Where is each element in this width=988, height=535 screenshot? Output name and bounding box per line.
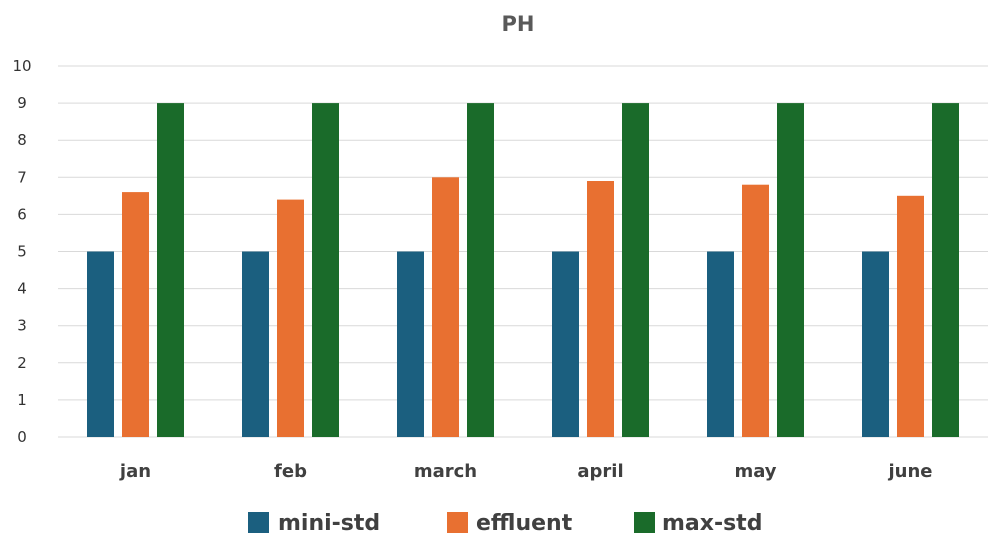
y-tick-label: 5 <box>17 243 27 261</box>
y-axis-ticks: 0 1 2 3 4 5 6 7 8 9 10 <box>12 57 31 446</box>
bar-max-std-march <box>467 103 494 437</box>
x-category-label: jan <box>119 461 151 482</box>
y-tick-label: 4 <box>17 280 27 298</box>
y-tick-label: 0 <box>17 428 27 446</box>
legend-label-effluent: effluent <box>476 511 573 535</box>
chart-title: PH <box>502 12 535 36</box>
legend-swatch-mini-std <box>248 512 269 533</box>
bar-effluent-may <box>742 184 769 437</box>
bar-mini-std-may <box>707 251 734 437</box>
bar-max-std-jan <box>157 103 184 437</box>
bar-effluent-april <box>587 181 614 437</box>
bar-max-std-april <box>622 103 649 437</box>
x-axis-categories: jan feb march april may june <box>119 461 933 482</box>
bar-effluent-jan <box>122 192 149 437</box>
gridlines <box>58 65 988 438</box>
x-category-label: april <box>577 461 623 482</box>
legend-label-mini-std: mini-std <box>278 511 380 535</box>
legend-label-max-std: max-std <box>662 511 762 535</box>
y-tick-label: 6 <box>17 205 27 223</box>
bar-mini-std-feb <box>242 251 269 437</box>
y-tick-label: 1 <box>17 391 27 409</box>
y-tick-label: 7 <box>17 168 27 186</box>
bar-effluent-march <box>432 177 459 438</box>
bars <box>87 103 959 438</box>
bar-mini-std-jan <box>87 251 114 437</box>
legend-swatch-max-std <box>634 512 655 533</box>
y-tick-label: 10 <box>12 57 31 75</box>
x-category-label: june <box>887 461 932 482</box>
bar-effluent-june <box>897 195 924 437</box>
y-tick-label: 3 <box>17 317 27 335</box>
x-category-label: feb <box>274 461 307 482</box>
legend: mini-std effluent max-std <box>248 511 762 535</box>
x-category-label: may <box>734 461 776 482</box>
y-tick-label: 2 <box>17 354 27 372</box>
y-tick-label: 9 <box>17 94 27 112</box>
bar-mini-std-april <box>552 251 579 437</box>
bar-max-std-feb <box>312 103 339 437</box>
bar-effluent-feb <box>277 199 304 437</box>
y-tick-label: 8 <box>17 131 27 149</box>
bar-max-std-june <box>932 103 959 437</box>
legend-swatch-effluent <box>447 512 468 533</box>
bar-mini-std-march <box>397 251 424 437</box>
bar-mini-std-june <box>862 251 889 437</box>
x-category-label: march <box>414 461 477 482</box>
bar-max-std-may <box>777 103 804 437</box>
